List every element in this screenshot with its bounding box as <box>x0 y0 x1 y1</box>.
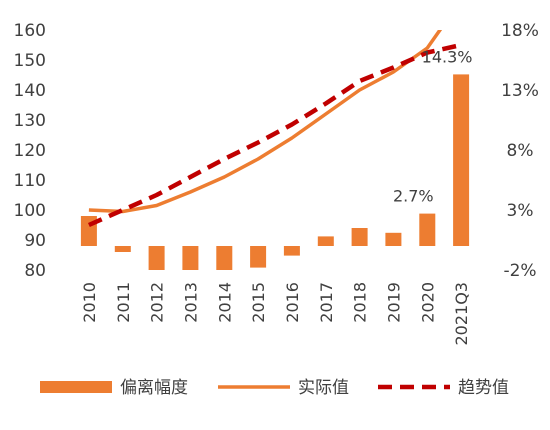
left-tick-label: 140 <box>14 81 46 101</box>
lines-group <box>87 30 462 228</box>
bars-group <box>80 74 470 270</box>
annotations-group: 14.3% 2.7% <box>393 47 473 205</box>
x-tick-label: 2020 <box>418 282 437 323</box>
x-tick-label: 2016 <box>283 282 302 323</box>
bar-2021Q3 <box>453 74 470 247</box>
line-actual <box>88 30 443 214</box>
right-tick-label: 8% <box>507 141 534 161</box>
x-axis-ticks: 2010 2011 2012 2013 2014 2015 2016 2017 2018 2019… <box>80 282 471 346</box>
legend-label: 偏离幅度 <box>120 378 188 398</box>
bar-2019 <box>385 232 402 246</box>
right-tick-label: 13% <box>501 81 539 101</box>
x-tick-label: 2013 <box>181 282 200 323</box>
left-tick-label: 130 <box>14 111 46 131</box>
right-tick-label: 3% <box>507 201 534 221</box>
left-tick-label: 120 <box>14 141 46 161</box>
x-tick-label: 2017 <box>317 282 336 323</box>
legend: 偏离幅度 实际值 趋势值 <box>40 378 509 398</box>
right-tick-label: -2% <box>503 261 536 281</box>
bar-2014 <box>216 246 233 270</box>
data-label: 14.3% <box>422 47 473 66</box>
x-tick-label: 2012 <box>148 282 167 323</box>
data-label: 2.7% <box>393 187 434 206</box>
x-tick-label: 2011 <box>114 282 133 323</box>
left-axis-ticks: 80 90 100 110 120 130 140 150 160 <box>14 21 46 281</box>
legend-label: 趋势值 <box>458 378 509 398</box>
left-tick-label: 90 <box>24 231 46 251</box>
x-tick-label: 2014 <box>215 282 234 323</box>
right-axis-ticks: -2% 3% 8% 13% 18% <box>501 21 539 281</box>
bar-2013 <box>182 246 199 270</box>
x-tick-label: 2018 <box>351 282 370 323</box>
left-tick-label: 80 <box>24 261 46 281</box>
x-tick-label: 2021Q3 <box>452 282 471 346</box>
left-tick-label: 160 <box>14 21 46 41</box>
line-trend <box>87 42 462 228</box>
left-tick-label: 110 <box>14 171 46 191</box>
bar-2018 <box>351 228 368 246</box>
bar-2020 <box>419 213 436 246</box>
left-tick-label: 150 <box>14 51 46 71</box>
bar-2012 <box>148 246 165 270</box>
right-tick-label: 18% <box>501 21 539 41</box>
bar-2015 <box>250 246 267 268</box>
x-tick-label: 2015 <box>249 282 268 323</box>
legend-label: 实际值 <box>298 378 349 398</box>
bar-2016 <box>283 246 300 256</box>
bar-2011 <box>114 246 131 252</box>
legend-swatch-bar <box>40 381 112 393</box>
x-tick-label: 2019 <box>384 282 403 323</box>
left-tick-label: 100 <box>14 201 46 221</box>
bar-2017 <box>317 236 334 246</box>
x-tick-label: 2010 <box>80 282 99 323</box>
